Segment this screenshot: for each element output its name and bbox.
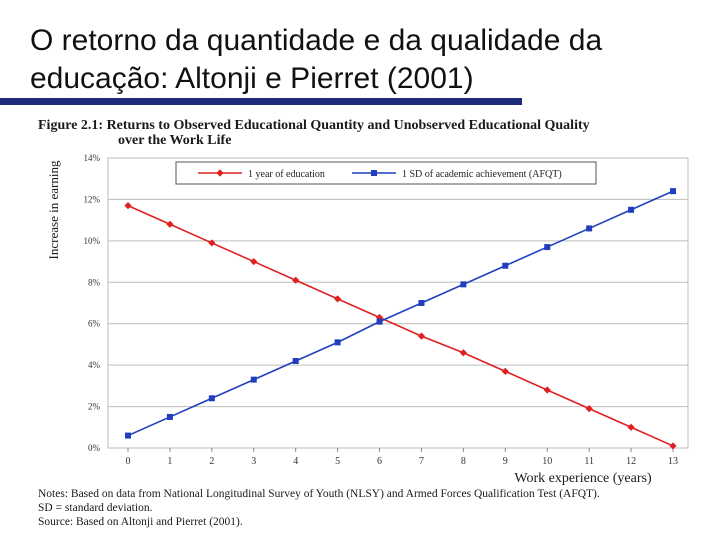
data-point <box>250 376 257 383</box>
figure-title-line1: Figure 2.1: Returns to Observed Educatio… <box>38 118 590 133</box>
x-tick-label: 4 <box>293 456 298 467</box>
x-tick-label: 13 <box>668 456 678 467</box>
y-tick-label: 4% <box>88 360 101 370</box>
data-point <box>418 300 425 306</box>
figure-notes: Notes: Based on data from National Longi… <box>38 487 718 529</box>
x-tick-label: 0 <box>126 456 131 467</box>
data-point <box>292 358 299 364</box>
x-axis-label: Work experience (years) <box>514 471 652 486</box>
x-tick-label: 12 <box>626 456 636 467</box>
y-tick-label: 6% <box>88 319 101 329</box>
data-point <box>544 244 551 251</box>
data-point <box>208 239 216 247</box>
data-point <box>125 432 131 439</box>
data-point <box>334 339 341 346</box>
data-point <box>292 276 300 284</box>
x-tick-label: 1 <box>167 456 172 467</box>
data-point <box>670 188 676 195</box>
plot-frame <box>107 157 689 449</box>
data-point <box>502 262 509 269</box>
x-tick-label: 6 <box>377 456 382 467</box>
data-point <box>627 423 635 431</box>
x-tick-label: 10 <box>542 456 552 467</box>
x-tick-label: 5 <box>335 456 340 467</box>
notes-line1: Notes: Based on data from National Longi… <box>38 488 600 500</box>
data-point <box>124 202 132 210</box>
y-tick-label: 12% <box>84 194 101 204</box>
x-tick-label: 9 <box>503 456 508 467</box>
y-tick-label: 2% <box>88 402 101 412</box>
data-point <box>166 413 173 420</box>
data-point <box>166 220 174 228</box>
title-underline <box>0 98 522 105</box>
series-lines <box>127 190 674 447</box>
notes-line3: Source: Based on Altonji and Pierret (20… <box>38 516 243 528</box>
data-point <box>376 318 383 325</box>
slide-title-line2: educação: Altonji e Pierret (2001) <box>30 62 474 95</box>
x-tick-label: 8 <box>461 456 466 467</box>
slide-title: O retorno da quantidade e da qualidade d… <box>30 22 710 98</box>
figure-title-line2: over the Work Life <box>118 133 232 148</box>
data-point <box>628 206 635 213</box>
data-point <box>501 367 509 375</box>
data-point <box>250 257 258 266</box>
y-tick-label: 10% <box>84 236 101 246</box>
data-point <box>459 349 467 357</box>
y-axis-label: Increase in earning <box>46 160 61 259</box>
data-point <box>460 281 467 288</box>
y-tick-label: 0% <box>88 443 101 453</box>
legend-marker <box>216 169 224 177</box>
data-point <box>585 405 593 413</box>
y-tick-label: 8% <box>88 277 101 287</box>
series-markers <box>124 188 677 450</box>
chart-grid <box>108 198 688 408</box>
x-tick-label: 2 <box>209 456 214 467</box>
legend-marker <box>371 170 377 176</box>
data-point <box>417 332 426 340</box>
series-line-1 <box>127 204 674 447</box>
figure-title: Figure 2.1: Returns to Observed Educatio… <box>38 118 718 148</box>
data-point <box>586 225 593 232</box>
legend-label: 1 SD of academic achievement (AFQT) <box>402 169 562 180</box>
series-line-2 <box>127 190 674 437</box>
data-point <box>669 442 677 450</box>
x-tick-label: 11 <box>584 456 594 467</box>
notes-line2: SD = standard deviation. <box>38 502 153 514</box>
x-axis-ticks: 0 1 2 3 4 5 6 7 8 9 10 11 12 13 <box>126 448 678 467</box>
legend-label: 1 year of education <box>248 169 325 180</box>
slide-title-line1: O retorno da quantidade e da qualidade d… <box>30 24 603 57</box>
data-point <box>208 395 215 402</box>
y-tick-label: 14% <box>84 153 101 163</box>
chart-legend: 1 year of education 1 SD of academic achi… <box>175 161 597 185</box>
data-point <box>543 386 551 394</box>
y-axis-ticks: 0% 2% 4% 6% 8% 10% 12% 14% <box>84 153 101 453</box>
x-tick-label: 7 <box>419 456 424 467</box>
data-point <box>334 295 342 303</box>
x-tick-label: 3 <box>251 456 256 467</box>
